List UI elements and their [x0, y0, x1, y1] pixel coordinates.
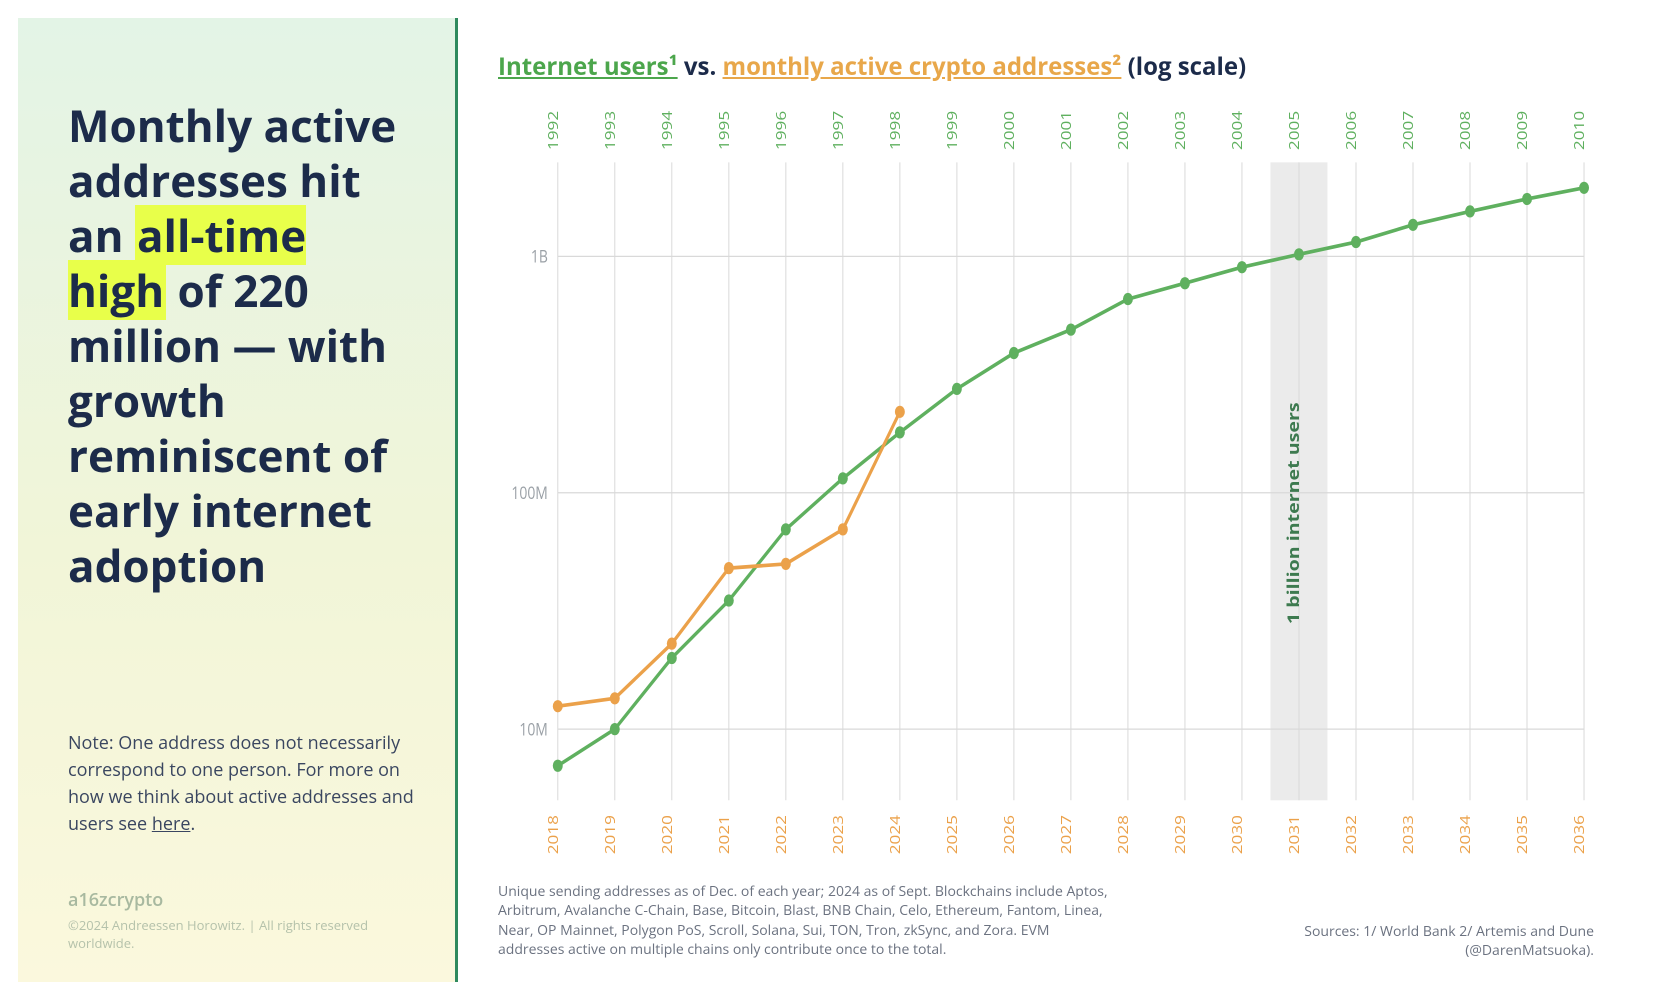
internet-marker — [1351, 236, 1361, 248]
crypto-marker — [895, 406, 905, 418]
right-panel: Internet users¹ vs. monthly active crypt… — [458, 0, 1654, 1000]
top-axis-label: 1997 — [828, 111, 848, 150]
top-axis-label: 2000 — [999, 111, 1019, 150]
note-post: . — [190, 812, 195, 836]
top-axis-label: 1994 — [657, 111, 677, 150]
internet-marker — [1123, 293, 1133, 305]
left-panel: Monthly active addresses hit an all-time… — [18, 18, 458, 982]
bottom-axis-label: 2033 — [1398, 815, 1418, 854]
internet-marker — [724, 594, 734, 606]
internet-marker — [1579, 182, 1589, 194]
internet-marker — [1180, 277, 1190, 289]
note-text: Note: One address does not necessarily c… — [68, 730, 415, 838]
bottom-axis-label: 2023 — [828, 815, 848, 854]
top-axis-label: 2002 — [1113, 111, 1133, 150]
top-axis-label: 2010 — [1569, 111, 1589, 150]
bottom-axis-label: 2036 — [1569, 815, 1589, 854]
crypto-marker — [553, 700, 563, 712]
top-axis-label: 2004 — [1227, 111, 1247, 150]
top-axis-label: 2009 — [1512, 111, 1532, 150]
top-axis-label: 2006 — [1341, 111, 1361, 150]
top-axis-label: 1996 — [771, 111, 791, 150]
top-axis-label: 2007 — [1398, 111, 1418, 150]
top-axis-label: 2001 — [1056, 111, 1076, 150]
top-axis-label: 1995 — [714, 111, 734, 150]
internet-marker — [1066, 323, 1076, 335]
bottom-axis-label: 2024 — [885, 815, 905, 854]
chart-area: 10M 100M 1B 1992 1993 1994 1995 1996 1997 1998 199… — [498, 101, 1594, 862]
chart-title: Internet users¹ vs. monthly active crypt… — [498, 50, 1594, 83]
bottom-axis-label: 2031 — [1284, 815, 1304, 854]
left-bottom: Note: One address does not necessarily c… — [68, 690, 415, 952]
bottom-axis-label: 2028 — [1113, 815, 1133, 854]
bottom-axis-label: 2034 — [1455, 815, 1475, 854]
internet-marker — [667, 652, 677, 664]
internet-marker — [1294, 248, 1304, 260]
annotation-label: 1 billion internet users — [1283, 402, 1304, 624]
bottom-axis-label: 2021 — [714, 815, 734, 854]
bottom-axis-label: 2018 — [543, 815, 563, 854]
bottom-axis-label: 2022 — [771, 815, 791, 854]
internet-marker — [1408, 219, 1418, 231]
title-crypto: monthly active crypto addresses² — [723, 50, 1122, 83]
top-axis-label: 2003 — [1170, 111, 1190, 150]
sources-text: Sources: 1/ World Bank 2/ Artemis and Du… — [1178, 922, 1594, 960]
copyright: ©2024 Andreessen Horowitz. | All rights … — [68, 916, 415, 952]
bottom-axis-label: 2020 — [657, 815, 677, 854]
internet-marker — [1237, 261, 1247, 273]
top-axis-label: 1992 — [543, 111, 563, 150]
internet-marker — [1009, 347, 1019, 359]
internet-marker — [553, 760, 563, 772]
y-tick-label: 10M — [519, 717, 547, 741]
headline-block: Monthly active addresses hit an all-time… — [68, 98, 415, 593]
top-axis-label: 1993 — [600, 111, 620, 150]
top-axis-label: 1999 — [942, 111, 962, 150]
crypto-marker — [838, 523, 848, 535]
internet-marker — [838, 472, 848, 484]
y-tick-label: 100M — [511, 480, 547, 504]
internet-marker — [781, 523, 791, 535]
internet-marker — [1522, 193, 1532, 205]
title-suffix: (log scale) — [1121, 50, 1246, 83]
top-axis-label: 1998 — [885, 111, 905, 150]
line-chart: 10M 100M 1B 1992 1993 1994 1995 1996 1997 1998 199… — [498, 101, 1594, 862]
bottom-axis-label: 2025 — [942, 815, 962, 854]
note-pre: Note: One address does not necessarily c… — [68, 731, 414, 836]
title-vs: vs. — [678, 50, 723, 83]
top-axis-label: 2005 — [1284, 111, 1304, 150]
top-axis-label: 2008 — [1455, 111, 1475, 150]
headline: Monthly active addresses hit an all-time… — [68, 98, 415, 593]
internet-marker — [952, 383, 962, 395]
brand-logo: a16zcrypto — [68, 888, 415, 912]
crypto-marker — [724, 562, 734, 574]
internet-marker — [1465, 205, 1475, 217]
bottom-axis-label: 2029 — [1170, 815, 1190, 854]
methodology-text: Unique sending addresses as of Dec. of e… — [498, 882, 1118, 960]
bottom-axis-label: 2030 — [1227, 815, 1247, 854]
bottom-axis-label: 2019 — [600, 815, 620, 854]
y-tick-label: 1B — [531, 244, 548, 268]
crypto-marker — [781, 558, 791, 570]
note-link[interactable]: here — [152, 812, 191, 836]
bottom-axis-label: 2035 — [1512, 815, 1532, 854]
title-internet: Internet users¹ — [498, 50, 678, 83]
internet-marker — [610, 723, 620, 735]
crypto-marker — [667, 637, 677, 649]
crypto-marker — [610, 692, 620, 704]
bottom-axis-label: 2027 — [1056, 815, 1076, 854]
bottom-row: Unique sending addresses as of Dec. of e… — [498, 882, 1594, 960]
bottom-axis-label: 2032 — [1341, 815, 1361, 854]
internet-marker — [895, 426, 905, 438]
bottom-axis-label: 2026 — [999, 815, 1019, 854]
